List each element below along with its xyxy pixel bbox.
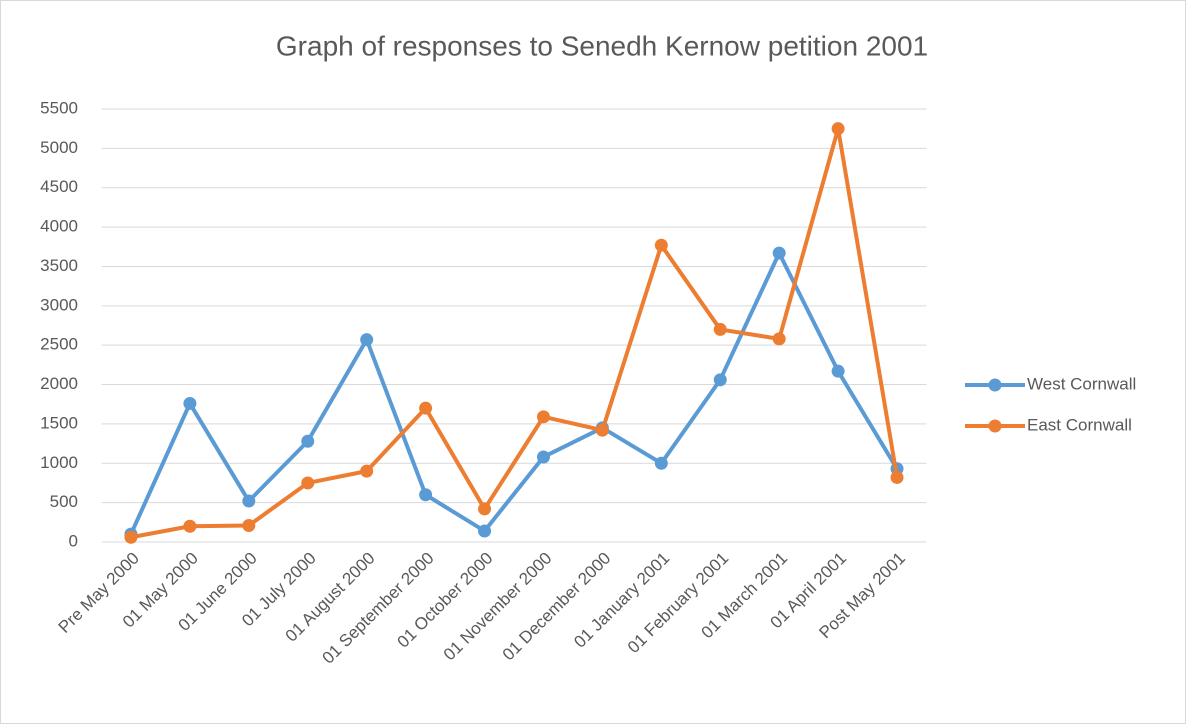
data-point (595, 423, 609, 437)
y-tick-label: 4500 (40, 177, 78, 196)
legend-marker (988, 378, 1002, 392)
y-tick-label: 0 (69, 531, 78, 550)
y-tick-label: 4000 (40, 217, 78, 236)
y-tick-label: 5500 (40, 98, 78, 117)
y-tick-label: 3000 (40, 295, 78, 314)
data-point (654, 238, 668, 252)
y-tick-label: 2500 (40, 335, 78, 354)
data-point (360, 464, 374, 478)
data-point (890, 470, 904, 484)
data-point (536, 410, 550, 424)
series-line (128, 251, 900, 537)
data-point (242, 518, 256, 532)
data-point (536, 450, 550, 464)
data-point (831, 364, 845, 378)
data-point (713, 322, 727, 336)
data-point (772, 246, 786, 260)
series-line (128, 126, 900, 540)
y-tick-label: 500 (50, 492, 78, 511)
legend-label: East Cornwall (1027, 415, 1132, 434)
legend-label: West Cornwall (1027, 374, 1136, 393)
data-point (713, 373, 727, 387)
data-point (124, 530, 138, 544)
data-point (419, 401, 433, 415)
data-point (478, 502, 492, 516)
data-point (478, 524, 492, 538)
data-point (654, 456, 668, 470)
chart-title: Graph of responses to Senedh Kernow peti… (276, 30, 928, 61)
y-tick-label: 1500 (40, 413, 78, 432)
data-point (301, 476, 315, 490)
y-tick-label: 3500 (40, 256, 78, 275)
legend-marker (988, 419, 1002, 433)
data-point (360, 333, 374, 347)
y-tick-label: 2000 (40, 374, 78, 393)
data-point (242, 494, 256, 508)
y-tick-label: 1000 (40, 453, 78, 472)
data-point (183, 396, 197, 410)
data-point (301, 434, 315, 448)
data-point (831, 122, 845, 136)
data-point (419, 488, 433, 502)
y-tick-label: 5000 (40, 138, 78, 157)
data-point (772, 332, 786, 346)
data-point (183, 519, 197, 533)
